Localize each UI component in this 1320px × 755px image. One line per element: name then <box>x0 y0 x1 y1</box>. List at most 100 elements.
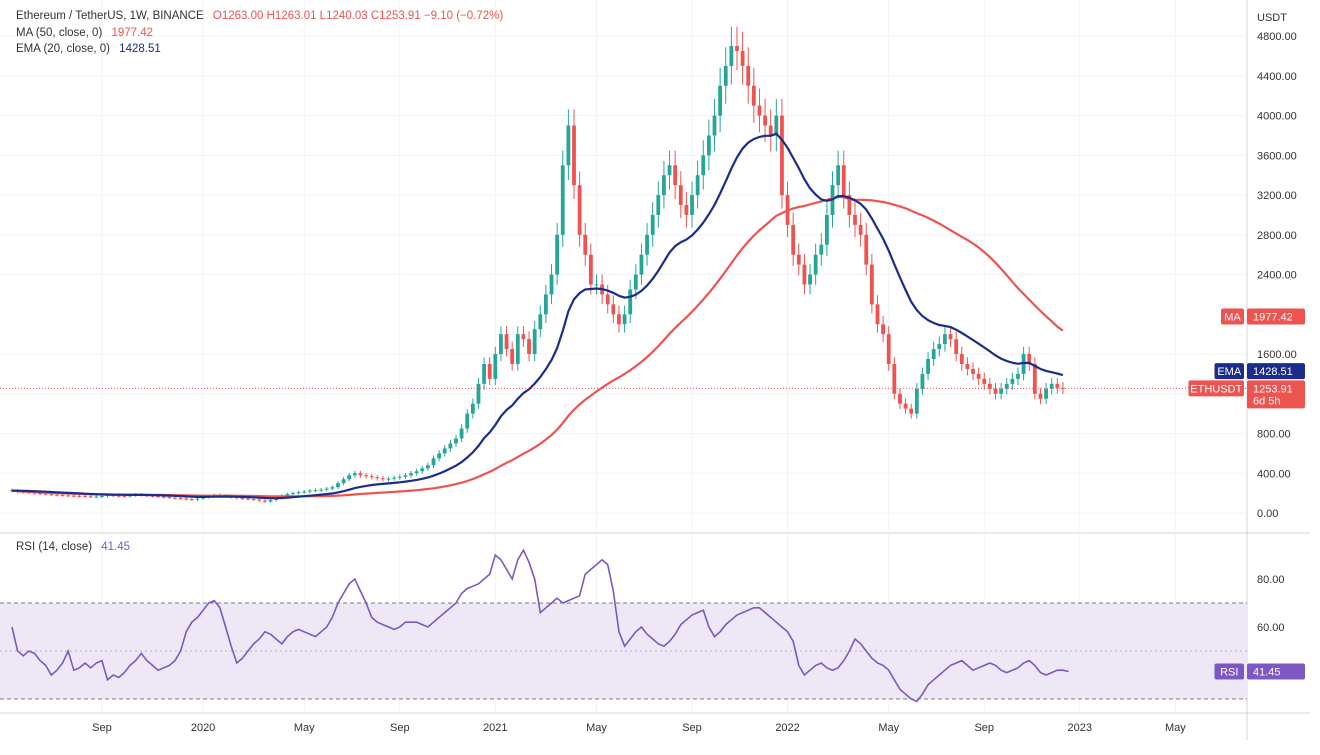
candle-body <box>240 498 245 500</box>
price-tick-label: 2400.00 <box>1257 270 1297 282</box>
time-tick-label: 2022 <box>775 722 799 734</box>
candle-body <box>521 334 526 340</box>
candle-body <box>869 264 874 305</box>
rsi-tag-value: 41.45 <box>1253 667 1281 679</box>
candle-body <box>431 458 436 466</box>
rsi-tag-label-bg <box>1214 663 1244 680</box>
price-tick-label: 0.00 <box>1257 508 1278 520</box>
rsi-label: RSI (14, close) <box>16 541 93 553</box>
candle-body <box>549 274 554 295</box>
candle-body <box>88 496 93 498</box>
candle-body <box>819 244 824 255</box>
candle-body <box>987 383 992 389</box>
price-tick-label: 2800.00 <box>1257 230 1297 242</box>
candle-body <box>1055 383 1060 388</box>
candle-body <box>369 476 374 478</box>
candle-body <box>976 373 981 379</box>
candle-body <box>774 115 779 136</box>
candle-body <box>156 496 161 498</box>
candle-body <box>1044 388 1048 399</box>
last-tag-countdown: 6d 5h <box>1253 395 1281 407</box>
candle-body <box>246 498 250 500</box>
candle-body <box>611 304 616 315</box>
candle-body <box>55 494 59 496</box>
candle-body <box>358 473 363 476</box>
candle-body <box>825 214 829 245</box>
rsi-legend[interactable]: RSI (14, close) 41.45 <box>16 541 130 553</box>
ema-label: EMA (20, close, 0) <box>16 43 110 55</box>
candle-body <box>617 314 621 325</box>
candle-body <box>802 264 807 285</box>
ma-value: 1977.42 <box>111 27 154 39</box>
candle-body <box>184 498 189 500</box>
last-tag-label: ETHUSDT <box>1190 383 1242 395</box>
candle-body <box>695 175 700 196</box>
price-tick-label: 1600.00 <box>1257 349 1297 361</box>
candle-body <box>307 490 312 492</box>
symbol-title: Ethereum / TetherUS, 1W, BINANCE <box>16 10 204 22</box>
candle-body <box>544 294 548 315</box>
candle-body <box>909 408 914 414</box>
candle-body <box>886 334 891 364</box>
time-tick-label: May <box>586 722 607 734</box>
candle-body <box>94 496 99 498</box>
candle-body <box>706 135 711 156</box>
candle-body <box>296 492 301 494</box>
candle-body <box>515 334 520 364</box>
candle-body <box>116 495 121 497</box>
candle-body <box>639 254 644 275</box>
candle-body <box>678 185 683 206</box>
time-tick-label: Sep <box>390 722 410 734</box>
price-tick-label: 4400.00 <box>1257 71 1297 83</box>
candle-body <box>999 388 1004 394</box>
rsi-tick-label: 80.00 <box>1257 574 1285 586</box>
candle-body <box>864 234 869 265</box>
candle-body <box>437 453 442 459</box>
candle-body <box>808 274 812 285</box>
candle-body <box>409 473 413 476</box>
time-tick-label: Sep <box>92 722 112 734</box>
indicator-lines <box>0 132 1247 500</box>
candle-body <box>465 413 470 429</box>
time-tick-label: 2023 <box>1068 722 1092 734</box>
candle-body <box>161 496 166 498</box>
candle-body <box>605 294 610 305</box>
ema-legend[interactable]: EMA (20, close, 0) 1428.51 <box>16 43 161 55</box>
candle-body <box>701 155 706 176</box>
candle-body <box>364 475 368 477</box>
time-tick-label: May <box>294 722 315 734</box>
candle-body <box>77 495 82 497</box>
symbol-legend: Ethereum / TetherUS, 1W, BINANCE O1263.0… <box>16 10 503 22</box>
price-tick-label: 800.00 <box>1257 429 1291 441</box>
candle-body <box>583 234 588 255</box>
ma-legend[interactable]: MA (50, close, 0) 1977.42 <box>16 27 153 39</box>
candle-body <box>836 165 841 186</box>
price-tick-label: 3200.00 <box>1257 190 1297 202</box>
candle-body <box>173 497 177 499</box>
candle-body <box>66 495 71 497</box>
candle-body <box>740 51 745 66</box>
candle-body <box>791 224 796 255</box>
candle-body <box>628 289 633 315</box>
rsi-band <box>0 603 1247 699</box>
candle-body <box>381 478 385 480</box>
candle-body <box>330 487 335 489</box>
candle-body <box>1004 383 1009 389</box>
candle-body <box>291 493 295 495</box>
candle-body <box>751 85 756 106</box>
time-tick-label: Sep <box>974 722 994 734</box>
candle-body <box>982 378 987 384</box>
candle-body <box>566 125 571 166</box>
candle-body <box>324 488 329 490</box>
candle-body <box>83 496 87 498</box>
candle-body <box>285 494 290 496</box>
candle-body <box>875 304 880 325</box>
candle-body <box>1049 383 1054 389</box>
candle-body <box>375 477 380 479</box>
candle-body <box>796 254 801 265</box>
ema-tag-value: 1428.51 <box>1253 366 1293 378</box>
candle-body <box>993 388 998 394</box>
ema-tag-label: EMA <box>1217 366 1242 378</box>
